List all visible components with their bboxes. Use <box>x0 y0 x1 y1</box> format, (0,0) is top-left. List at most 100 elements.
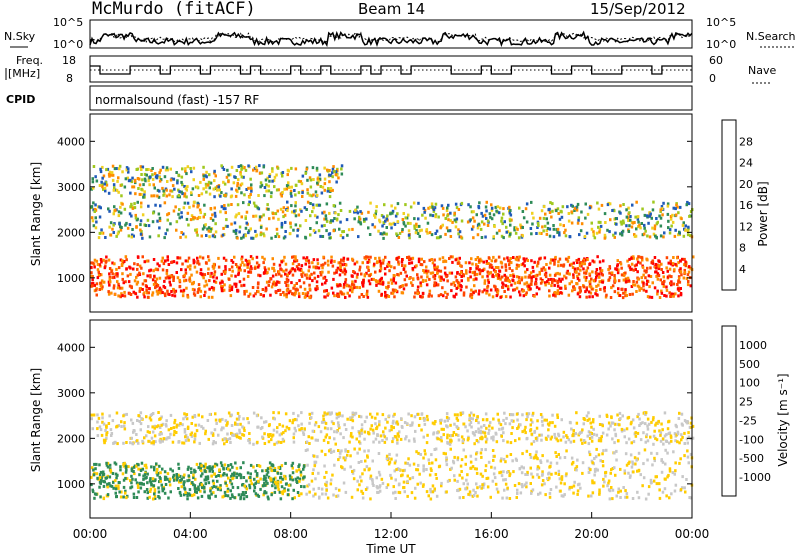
scatter-cell <box>644 422 647 426</box>
scatter-cell <box>655 452 659 456</box>
scatter-cell <box>276 232 279 236</box>
scatter-cell <box>111 227 114 231</box>
scatter-cell <box>513 484 517 487</box>
scatter-cell <box>266 203 269 207</box>
scatter-cell <box>367 210 370 214</box>
scatter-cell <box>504 278 507 282</box>
scatter-cell <box>114 472 118 476</box>
scatter-cell <box>239 268 242 272</box>
scatter-cell <box>193 265 197 269</box>
scatter-cell <box>488 421 492 425</box>
scatter-cell <box>294 201 297 205</box>
scatter-cell <box>622 273 626 277</box>
scatter-cell <box>309 178 313 182</box>
scatter-cell <box>192 178 195 182</box>
scatter-cell <box>327 187 330 191</box>
scatter-cell <box>596 255 599 259</box>
scatter-cell <box>136 419 139 422</box>
scatter-cell <box>131 185 134 189</box>
nsearch-label: N.Search <box>746 30 796 43</box>
scatter-cell <box>101 182 104 186</box>
scatter-cell <box>529 271 533 275</box>
scatter-cell <box>281 477 284 481</box>
scatter-cell <box>148 495 151 499</box>
scatter-cell <box>98 463 101 467</box>
scatter-cell <box>270 438 273 442</box>
scatter-cell <box>222 473 225 477</box>
scatter-cell <box>161 256 164 260</box>
scatter-cell <box>137 187 140 190</box>
scatter-cell <box>389 473 392 477</box>
scatter-cell <box>674 228 677 232</box>
scatter-cell <box>124 491 127 495</box>
scatter-cell <box>540 433 543 437</box>
scatter-cell <box>402 287 406 291</box>
scatter-cell <box>157 486 160 490</box>
scatter-cell <box>619 467 622 471</box>
scatter-cell <box>627 228 630 232</box>
scatter-cell <box>571 204 574 208</box>
scatter-cell <box>401 229 404 233</box>
scatter-cell <box>383 267 387 271</box>
scatter-cell <box>272 216 275 220</box>
scatter-cell <box>527 287 530 291</box>
scatter-cell <box>532 269 535 273</box>
scatter-cell <box>307 261 311 265</box>
scatter-cell <box>187 465 190 469</box>
scatter-cell <box>210 492 213 496</box>
scatter-cell <box>683 257 686 261</box>
scatter-cell <box>108 275 112 279</box>
scatter-cell <box>602 259 605 263</box>
scatter-cell <box>392 485 395 489</box>
scatter-cell <box>584 216 587 220</box>
scatter-cell <box>260 416 263 420</box>
scatter-cell <box>165 437 168 441</box>
scatter-cell <box>668 469 672 473</box>
scatter-cell <box>243 484 246 488</box>
scatter-cell <box>564 257 568 261</box>
scatter-cell <box>316 181 319 185</box>
scatter-cell <box>447 203 450 207</box>
scatter-cell <box>289 477 292 481</box>
scatter-cell <box>472 236 475 240</box>
scatter-cell <box>256 206 259 210</box>
scatter-cell <box>385 457 389 460</box>
scatter-cell <box>309 233 312 237</box>
scatter-cell <box>230 203 233 206</box>
scatter-cell <box>193 415 197 419</box>
scatter-cell <box>548 211 552 214</box>
scatter-cell <box>93 462 96 466</box>
scatter-cell <box>346 291 349 295</box>
scatter-cell <box>506 486 509 490</box>
scatter-cell <box>263 186 267 189</box>
scatter-cell <box>132 290 135 294</box>
scatter-cell <box>413 415 417 419</box>
scatter-cell <box>614 473 617 477</box>
scatter-cell <box>350 495 354 499</box>
scatter-cell <box>417 451 420 455</box>
scatter-cell <box>291 461 295 465</box>
scatter-cell <box>640 222 643 225</box>
scatter-cell <box>630 267 633 271</box>
scatter-cell <box>216 185 219 189</box>
scatter-cell <box>247 438 250 442</box>
scatter-cell <box>339 209 343 212</box>
scatter-cell <box>269 466 272 470</box>
scatter-cell <box>282 291 285 294</box>
scatter-cell <box>370 415 374 419</box>
scatter-cell <box>425 228 429 232</box>
scatter-cell <box>457 260 460 264</box>
scatter-cell <box>329 188 333 192</box>
scatter-cell <box>464 261 468 265</box>
scatter-cell <box>216 479 219 483</box>
scatter-cell <box>473 467 477 471</box>
scatter-cell <box>598 230 601 234</box>
scatter-cell <box>498 276 501 280</box>
scatter-cell <box>653 286 657 290</box>
scatter-cell <box>300 269 303 273</box>
scatter-cell <box>583 275 586 279</box>
scatter-cell <box>503 290 506 293</box>
scatter-cell <box>273 490 277 494</box>
scatter-cell <box>187 256 191 260</box>
scatter-cell <box>211 218 215 222</box>
